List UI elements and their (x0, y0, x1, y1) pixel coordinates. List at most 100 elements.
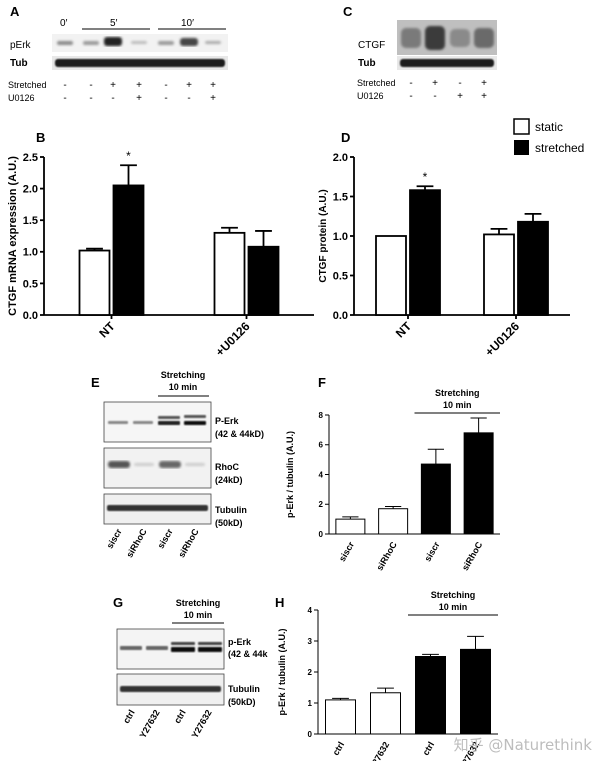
treat-label-stretched-c: Stretched (357, 78, 396, 88)
bar-stretched (112, 184, 145, 316)
treatment-sign: - (63, 93, 66, 104)
treatment-sign: + (210, 93, 216, 104)
y-tick-label: 4 (308, 606, 313, 615)
g-label-perk-kd: (42 & 44k (228, 649, 269, 659)
bar-stretched (247, 245, 280, 316)
y-tick-label: 2 (308, 668, 313, 677)
row-label-tub: Tub (10, 58, 28, 69)
row-label-ctgf: CTGF (358, 40, 385, 51)
g-label-perk: p-Erk (228, 637, 252, 647)
treat-label-stretched: Stretched (8, 80, 47, 90)
bar-static (375, 235, 407, 316)
y-tick-label: 0.5 (333, 270, 348, 282)
lane-label: siRhoC (124, 527, 149, 560)
x-tick-label: NT (393, 319, 415, 341)
significance-star: * (423, 170, 428, 184)
panel-c-letter: C (343, 4, 353, 19)
watermark: 知乎 @Naturethink (453, 736, 592, 754)
y-tick-label: 4 (319, 470, 324, 479)
panel-e-letter: E (91, 375, 100, 390)
significance-star: * (126, 149, 131, 163)
bar-static (483, 233, 515, 316)
panel-a-letter: A (10, 4, 20, 19)
g-header-1: Stretching (176, 598, 221, 608)
x-tick-label: siscr (422, 540, 441, 564)
bar-static (370, 692, 401, 735)
chart-f: 0 2 4 6 8 p-Erk / tubulin (A.U.) siscr siRhoC si… (285, 388, 500, 572)
e-label-tubulin: Tubulin (215, 505, 247, 515)
treatment-sign: - (164, 80, 167, 91)
treatment-sign: - (89, 80, 92, 91)
blot-c-tub (397, 56, 497, 70)
blot-a-tub (52, 56, 228, 70)
e-header-1: Stretching (161, 370, 206, 380)
y-tick-label: 0.5 (23, 278, 38, 290)
e-label-perk: P-Erk (215, 416, 240, 426)
x-tick-label: Y27632 (367, 740, 391, 761)
e-label-perk-kd: (42 & 44kD) (215, 429, 264, 439)
x-tick-label: +U0126 (482, 319, 522, 359)
y-tick-label: 0 (319, 530, 324, 539)
blot-e-perk (103, 401, 212, 443)
treat-label-u0126-c: U0126 (357, 91, 384, 101)
chart-header: 10 min (439, 602, 468, 612)
bar-static (335, 518, 366, 535)
time-label-5: 5′ (110, 18, 118, 29)
lane-label: siRhoC (176, 527, 201, 560)
row-label-perk: pErk (10, 40, 32, 51)
treatment-sign: - (111, 93, 114, 104)
blot-e-rhoc (103, 447, 212, 489)
blot-e-tubulin (103, 493, 212, 525)
y-tick-label: 6 (319, 441, 324, 450)
y-tick-label: 2.0 (23, 183, 38, 195)
bar-stretched (517, 220, 549, 316)
treatment-sign: - (458, 78, 461, 89)
y-tick-label: 1.5 (333, 191, 348, 203)
treatment-sign: + (136, 93, 142, 104)
bar-stretched (463, 432, 494, 535)
treatment-sign: + (432, 78, 438, 89)
y-axis-label: p-Erk / tubulin (A.U.) (285, 431, 295, 518)
y-axis-label: CTGF protein (A.U.) (318, 189, 329, 282)
chart-header: Stretching (435, 388, 480, 398)
bar-static (213, 231, 246, 316)
treat-label-u0126: U0126 (8, 93, 35, 103)
bar-stretched (409, 189, 441, 316)
y-tick-label: 8 (319, 411, 324, 420)
bar-static (78, 249, 111, 316)
treatment-sign: + (136, 80, 142, 91)
time-label-0: 0′ (60, 18, 68, 29)
panel-c: C CTGF Tub Stretched U0126 - + - + - - + + (343, 4, 497, 102)
treatment-sign: + (210, 80, 216, 91)
x-tick-label: ctrl (331, 740, 347, 757)
treatment-sign: + (481, 91, 487, 102)
treatment-sign: + (110, 80, 116, 91)
x-tick-label: NT (96, 319, 118, 341)
legend-label-static: static (535, 120, 563, 134)
lane-label: Y27632 (138, 708, 162, 740)
treatment-sign: + (457, 91, 463, 102)
chart-d: 0.0 0.5 1.0 1.5 2.0 CTGF protein (A.U.) * NT +U0… (318, 152, 570, 359)
y-tick-label: 3 (308, 637, 313, 646)
lane-label: ctrl (121, 708, 137, 725)
y-tick-label: 0.0 (23, 310, 38, 322)
time-label-10: 10′ (181, 18, 194, 29)
treatment-sign: - (164, 93, 167, 104)
row-label-tub-c: Tub (358, 58, 376, 69)
lane-label: ctrl (172, 708, 188, 725)
g-label-tubulin: Tubulin (228, 684, 260, 694)
bar-stretched (420, 463, 451, 535)
treatment-sign: - (409, 91, 412, 102)
panel-b-letter: B (36, 130, 45, 145)
g-label-tubulin-kd: (50kD) (228, 697, 256, 707)
y-axis-label: CTGF mRNA expression (A.U.) (7, 156, 19, 316)
x-tick-label: siRhoC (374, 540, 399, 573)
panel-g: G Stretching 10 min p-Erk (42 & 44k Tubu… (113, 595, 269, 740)
x-tick-label: siscr (337, 540, 356, 564)
y-tick-label: 0.0 (333, 310, 348, 322)
bar-static (325, 699, 356, 735)
bar-stretched (415, 656, 446, 735)
blot-g-tubulin (116, 673, 225, 706)
blot-a-perk (52, 34, 228, 52)
